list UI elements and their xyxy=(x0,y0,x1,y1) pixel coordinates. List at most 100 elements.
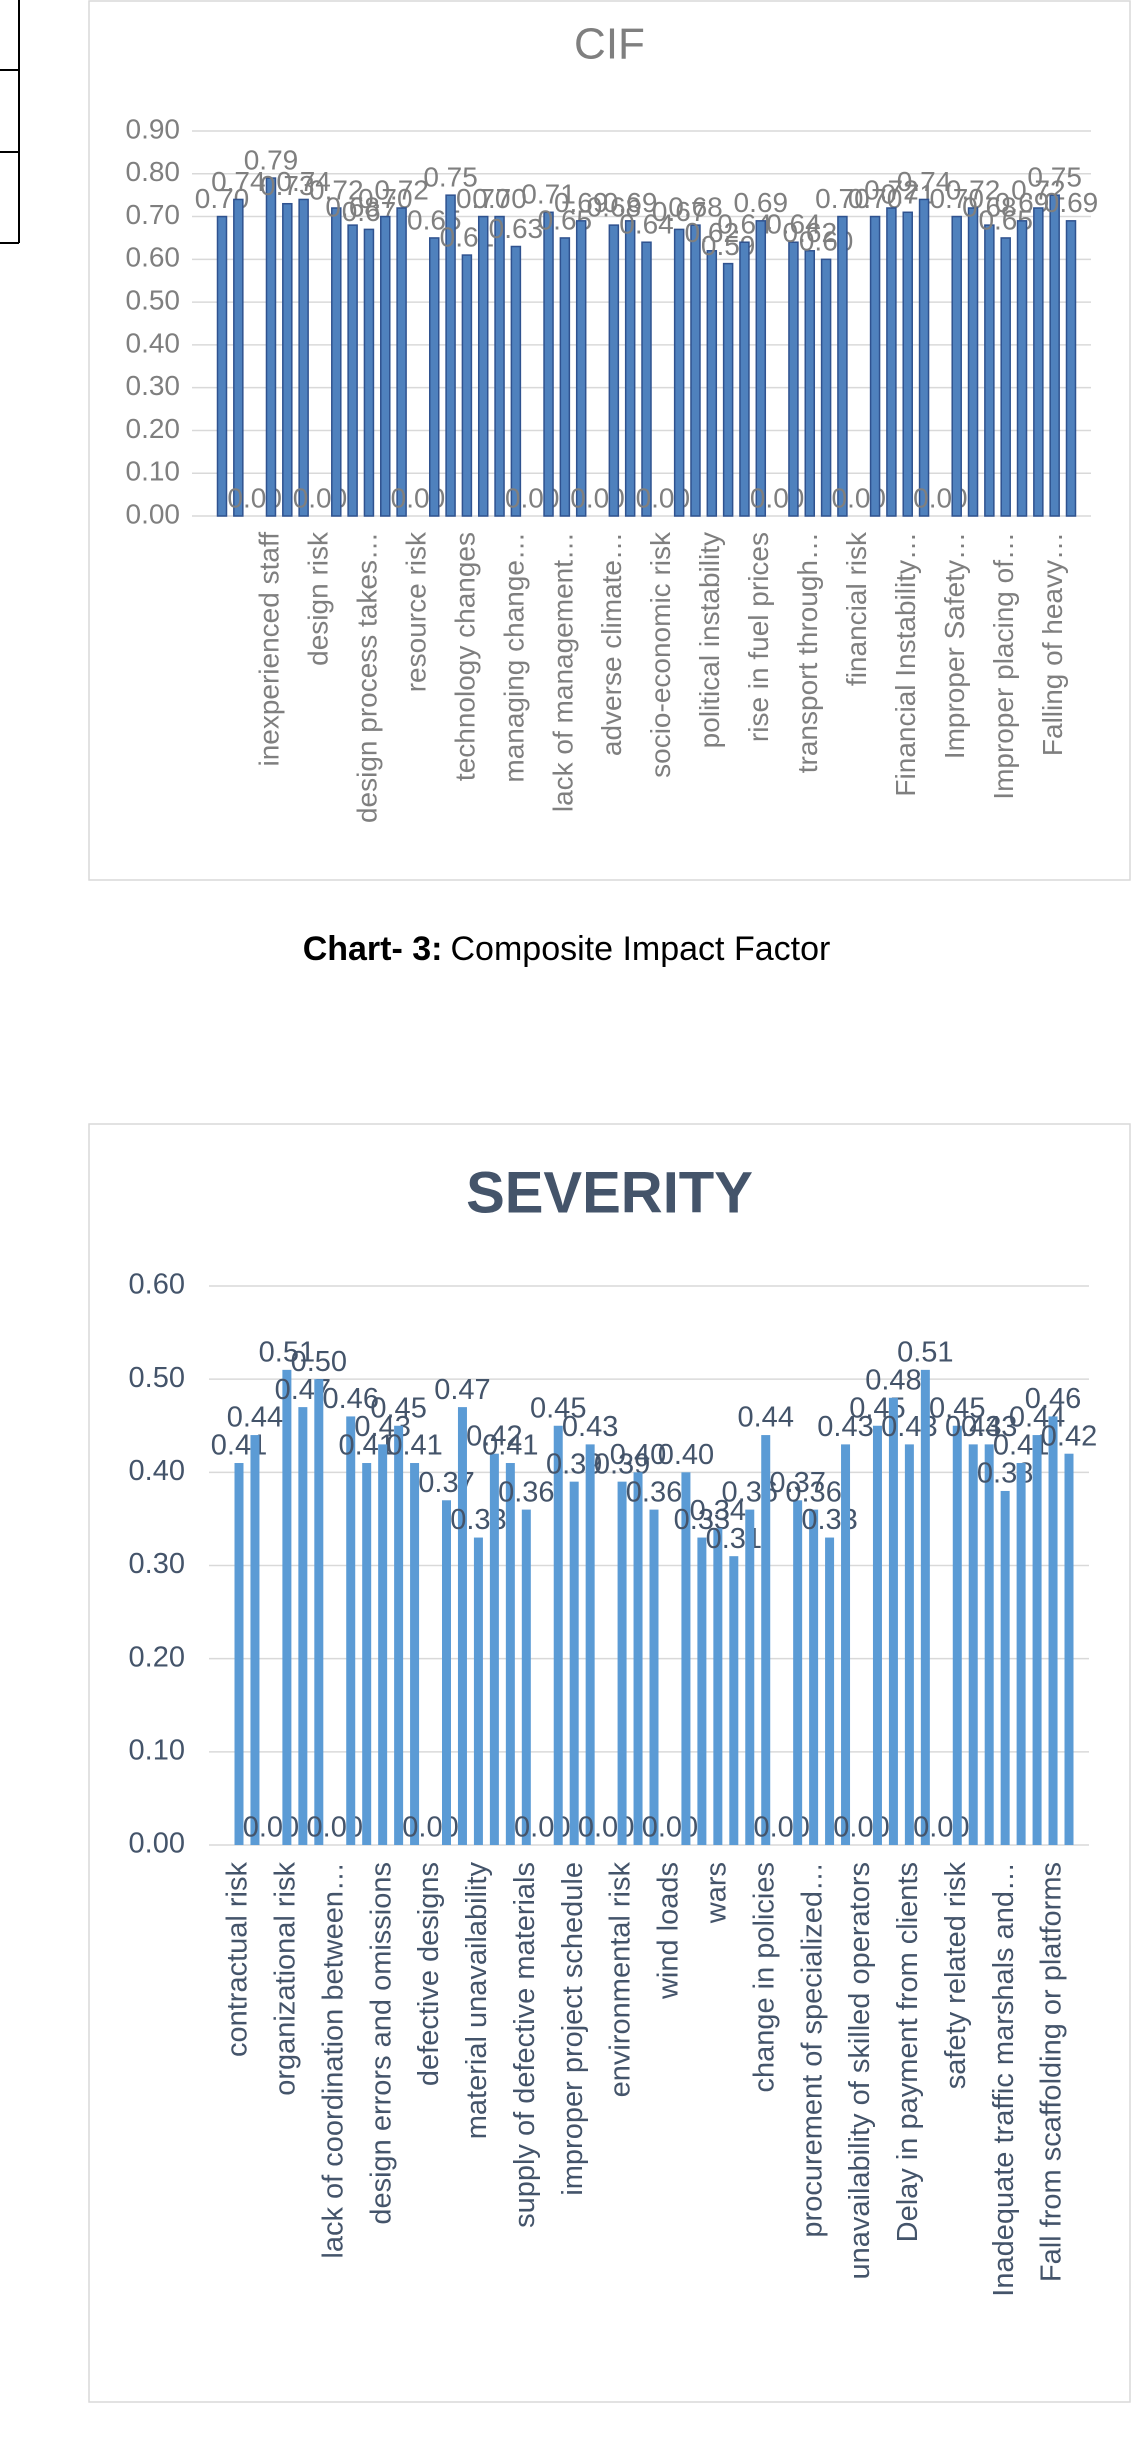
value-label: 0.37 xyxy=(769,1467,825,1499)
value-label: 0.41 xyxy=(386,1430,442,1462)
bar xyxy=(265,177,277,517)
value-label: 0.74 xyxy=(276,166,331,197)
bar xyxy=(820,258,832,517)
x-tick-label: Fall from scaffolding or platforms xyxy=(1036,1862,1068,2282)
bar xyxy=(761,1435,771,1845)
bar xyxy=(216,215,228,517)
x-tick-label: Delay in payment from clients xyxy=(892,1862,924,2242)
value-label: 0.41 xyxy=(482,1430,538,1462)
bar xyxy=(494,215,505,517)
bar xyxy=(739,241,750,517)
y-tick-label: 0.10 xyxy=(129,1734,185,1766)
value-label: 0.72 xyxy=(374,174,429,205)
bar xyxy=(410,1463,420,1845)
bar xyxy=(1064,1453,1074,1845)
bar xyxy=(690,224,701,517)
x-tick-label: design process takes… xyxy=(351,532,382,823)
bar xyxy=(1049,194,1060,517)
bar xyxy=(1016,220,1028,517)
y-tick-label: 0.50 xyxy=(126,285,181,316)
bar xyxy=(918,198,930,517)
bar xyxy=(429,237,440,517)
bar xyxy=(1048,1416,1058,1845)
bar xyxy=(869,215,881,517)
bar xyxy=(984,1444,994,1845)
bar xyxy=(489,1453,499,1845)
bar xyxy=(510,245,522,517)
y-tick-label: 0.90 xyxy=(126,113,181,144)
value-label: 0.43 xyxy=(945,1411,1001,1443)
x-tick-label: wind loads xyxy=(653,1862,685,2000)
x-tick-label: Improper Safety… xyxy=(939,532,970,759)
bar xyxy=(394,1425,404,1845)
value-label: 0.42 xyxy=(1041,1420,1097,1452)
value-label: 0.44 xyxy=(738,1402,794,1434)
value-label: 0.72 xyxy=(946,174,1001,205)
bar xyxy=(745,1509,755,1845)
y-tick-label: 0.30 xyxy=(129,1548,185,1580)
bar xyxy=(888,1397,898,1845)
bar xyxy=(617,1481,627,1845)
caption-label: Chart- 3: xyxy=(302,930,443,968)
bar xyxy=(788,241,799,517)
y-tick-label: 0.00 xyxy=(129,1828,185,1860)
table-fragment xyxy=(0,0,20,244)
bar xyxy=(250,1435,260,1845)
bar xyxy=(575,220,587,517)
x-tick-label: improper project schedule xyxy=(557,1862,589,2196)
y-tick-label: 0.20 xyxy=(126,413,181,444)
bar xyxy=(608,224,620,517)
value-label: 0.50 xyxy=(291,1346,347,1378)
value-label: 0.62 xyxy=(685,217,740,248)
value-label: 0.75 xyxy=(1027,162,1082,193)
bar xyxy=(755,220,767,517)
x-tick-label: organizational risk xyxy=(270,1862,302,2096)
caption-text: Composite Impact Factor xyxy=(450,930,831,968)
value-label: 0.51 xyxy=(897,1337,953,1369)
bar xyxy=(505,1463,515,1845)
y-tick-label: 0.00 xyxy=(126,498,181,529)
x-tick-label: inexperienced staff xyxy=(253,532,284,767)
value-label: 0.72 xyxy=(309,174,364,205)
bar xyxy=(1033,207,1044,517)
x-tick-label: procurement of specialized… xyxy=(796,1862,828,2238)
value-label: 0.47 xyxy=(434,1374,490,1406)
bar xyxy=(378,1444,388,1845)
value-label: 0.69 xyxy=(1044,187,1099,218)
value-label: 0.72 xyxy=(864,174,919,205)
bar xyxy=(681,1472,691,1845)
x-tick-label: design risk xyxy=(302,531,333,666)
bar xyxy=(233,198,244,517)
value-label: 0.68 xyxy=(962,192,1017,223)
value-label: 0.48 xyxy=(865,1364,921,1396)
value-label: 0.62 xyxy=(783,217,838,248)
value-label: 0.43 xyxy=(817,1411,873,1443)
value-label: 0.74 xyxy=(211,166,266,197)
value-label: 0.68 xyxy=(325,192,380,223)
value-label: 0.36 xyxy=(626,1476,682,1508)
value-label: 0.64 xyxy=(619,209,674,240)
x-tick-label: socio-economic risk xyxy=(645,531,676,778)
x-tick-label: Improper placing of… xyxy=(988,532,1019,800)
value-label: 0.68 xyxy=(668,192,723,223)
x-tick-label: Falling of heavy… xyxy=(1037,532,1068,756)
chart-title: CIF xyxy=(574,20,645,69)
x-tick-label: design errors and omissions xyxy=(365,1862,397,2225)
bar xyxy=(347,224,358,517)
bar xyxy=(282,1369,292,1845)
bar xyxy=(729,1556,739,1845)
value-label: 0.51 xyxy=(259,1337,315,1369)
y-tick-label: 0.70 xyxy=(126,199,181,230)
chart-title: SEVERITY xyxy=(466,1160,753,1225)
value-label: 0.46 xyxy=(323,1383,379,1415)
bar xyxy=(904,1444,914,1845)
bar xyxy=(234,1463,244,1845)
value-label: 0.36 xyxy=(785,1476,841,1508)
bar xyxy=(825,1537,835,1845)
bar xyxy=(457,1407,467,1845)
x-tick-label: political instability xyxy=(694,532,725,748)
bar xyxy=(314,1379,324,1845)
bar xyxy=(445,194,456,517)
y-tick-label: 0.20 xyxy=(129,1641,185,1673)
x-tick-label: environmental risk xyxy=(605,1862,637,2098)
